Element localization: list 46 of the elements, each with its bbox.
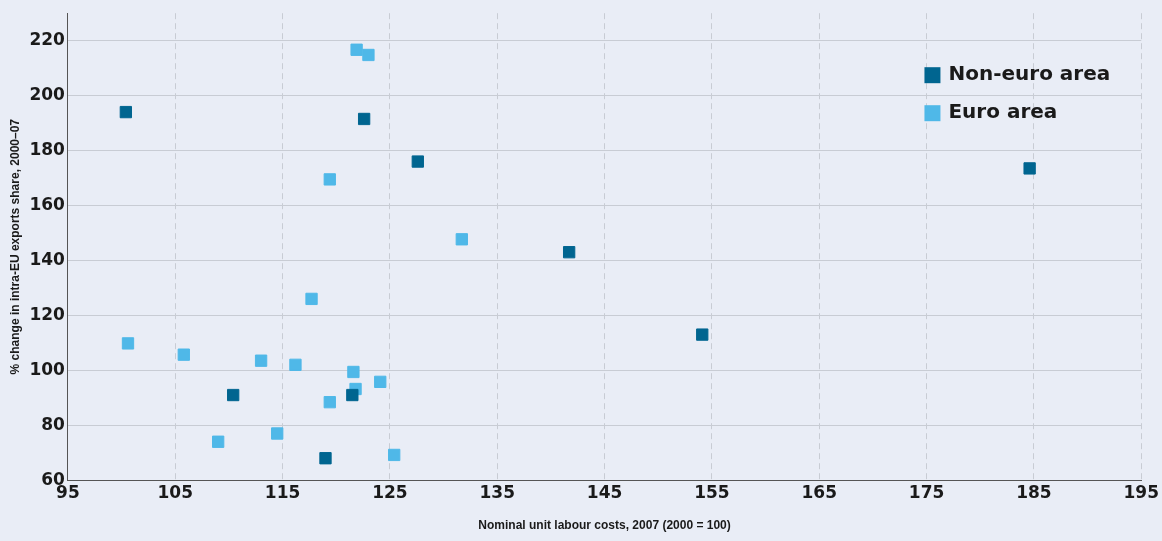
x-tick-label: 195 xyxy=(1123,481,1160,502)
point xyxy=(388,448,401,462)
x-tick-label: 105 xyxy=(157,481,193,502)
point xyxy=(119,105,133,119)
point xyxy=(121,337,135,350)
y-tick-label: 100 xyxy=(29,358,66,379)
x-axis-title: Nominal unit labour costs, 2007 (2000 = 100) xyxy=(478,518,731,533)
y-tick-label: 140 xyxy=(29,248,66,269)
y-tick-label: 200 xyxy=(29,84,66,105)
point xyxy=(411,155,424,168)
point xyxy=(212,435,225,448)
point xyxy=(271,427,284,440)
x-tick-label: 115 xyxy=(264,481,301,502)
y-tick-label: 80 xyxy=(41,413,66,434)
x-tick-label: 125 xyxy=(372,481,408,502)
point xyxy=(374,375,387,389)
point xyxy=(696,328,709,341)
x-tick-label: 175 xyxy=(908,481,945,502)
point xyxy=(323,396,336,409)
point xyxy=(357,112,371,126)
point xyxy=(289,358,302,371)
x-tick-label: 135 xyxy=(479,481,515,502)
x-tick-label: 155 xyxy=(694,481,730,502)
x-tick-label: 145 xyxy=(586,481,623,502)
y-tick-label: 220 xyxy=(29,29,66,50)
point xyxy=(362,48,375,62)
point xyxy=(319,452,332,465)
point xyxy=(347,365,360,379)
point xyxy=(323,173,336,186)
point xyxy=(227,388,240,402)
point xyxy=(346,388,359,402)
point xyxy=(455,233,468,246)
x-tick-label: 185 xyxy=(1016,481,1052,502)
y-tick-label: 120 xyxy=(29,303,66,324)
point xyxy=(254,354,268,367)
x-tick-label: 165 xyxy=(801,481,837,502)
y-tick-label: 180 xyxy=(29,138,66,159)
point xyxy=(562,246,576,259)
legend-label: Non-euro area xyxy=(948,61,1111,86)
point xyxy=(1023,162,1036,175)
point xyxy=(350,43,363,56)
legend-label: Euro area xyxy=(948,99,1058,124)
y-axis-title: % change in intra-EU exports share, 2000–07 xyxy=(7,118,22,375)
y-tick-label: 160 xyxy=(29,193,66,214)
point xyxy=(177,348,190,361)
point xyxy=(305,292,318,306)
